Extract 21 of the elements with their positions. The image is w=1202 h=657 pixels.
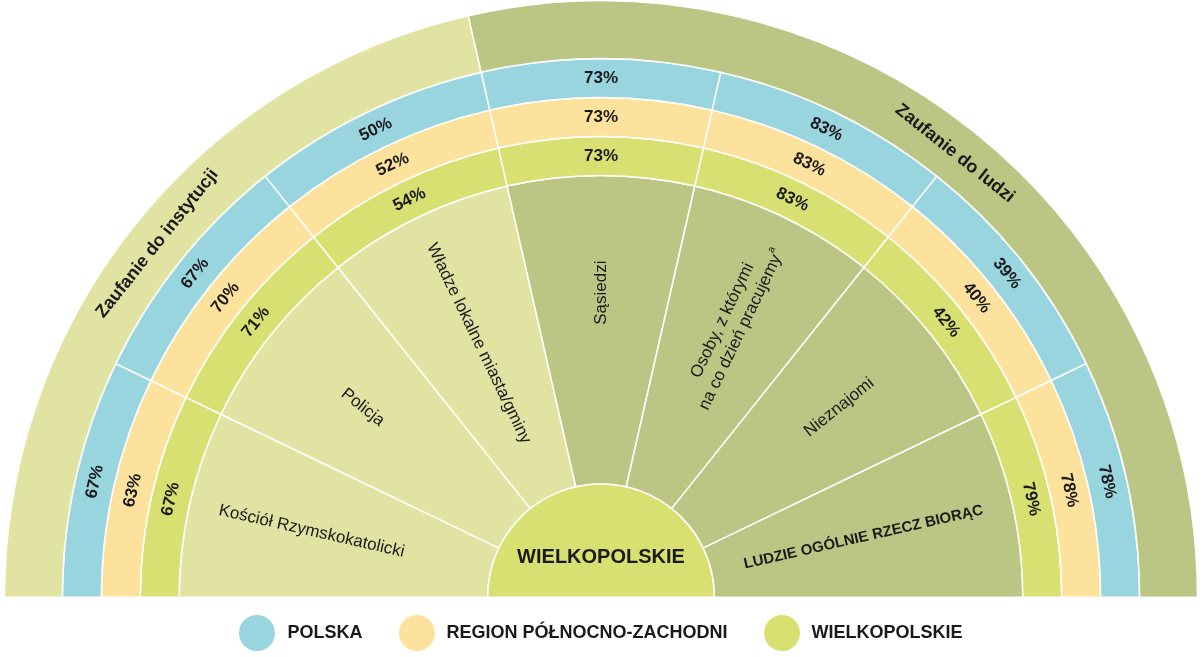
text: WIELKOPOLSKIE xyxy=(517,544,685,567)
category-label: Sąsiedzi xyxy=(590,260,610,325)
legend-label: POLSKA xyxy=(287,622,363,643)
data-label: 67% xyxy=(81,462,108,501)
data-label: 67% xyxy=(156,480,184,518)
data-label: 63% xyxy=(119,471,146,509)
data-label: 50% xyxy=(355,112,395,145)
data-label: 83% xyxy=(773,183,813,215)
data-label: 54% xyxy=(389,183,429,215)
category-label: LUDZIE OGÓLNIE RZECZ BIORĄC xyxy=(741,500,985,572)
data-label: 73% xyxy=(583,145,619,165)
legend-label: WIELKOPOLSKIE xyxy=(811,622,963,643)
legend-label: REGION PÓŁNOCNO-ZACHODNI xyxy=(446,622,728,643)
data-label: 83% xyxy=(790,147,830,180)
data-label: 73% xyxy=(583,67,619,87)
data-label: 83% xyxy=(807,112,847,145)
data-label: 52% xyxy=(372,147,412,180)
data-label: 78% xyxy=(1056,471,1083,509)
data-label: 73% xyxy=(583,106,619,126)
data-label: 78% xyxy=(1094,462,1121,501)
data-label: 79% xyxy=(1018,480,1046,518)
